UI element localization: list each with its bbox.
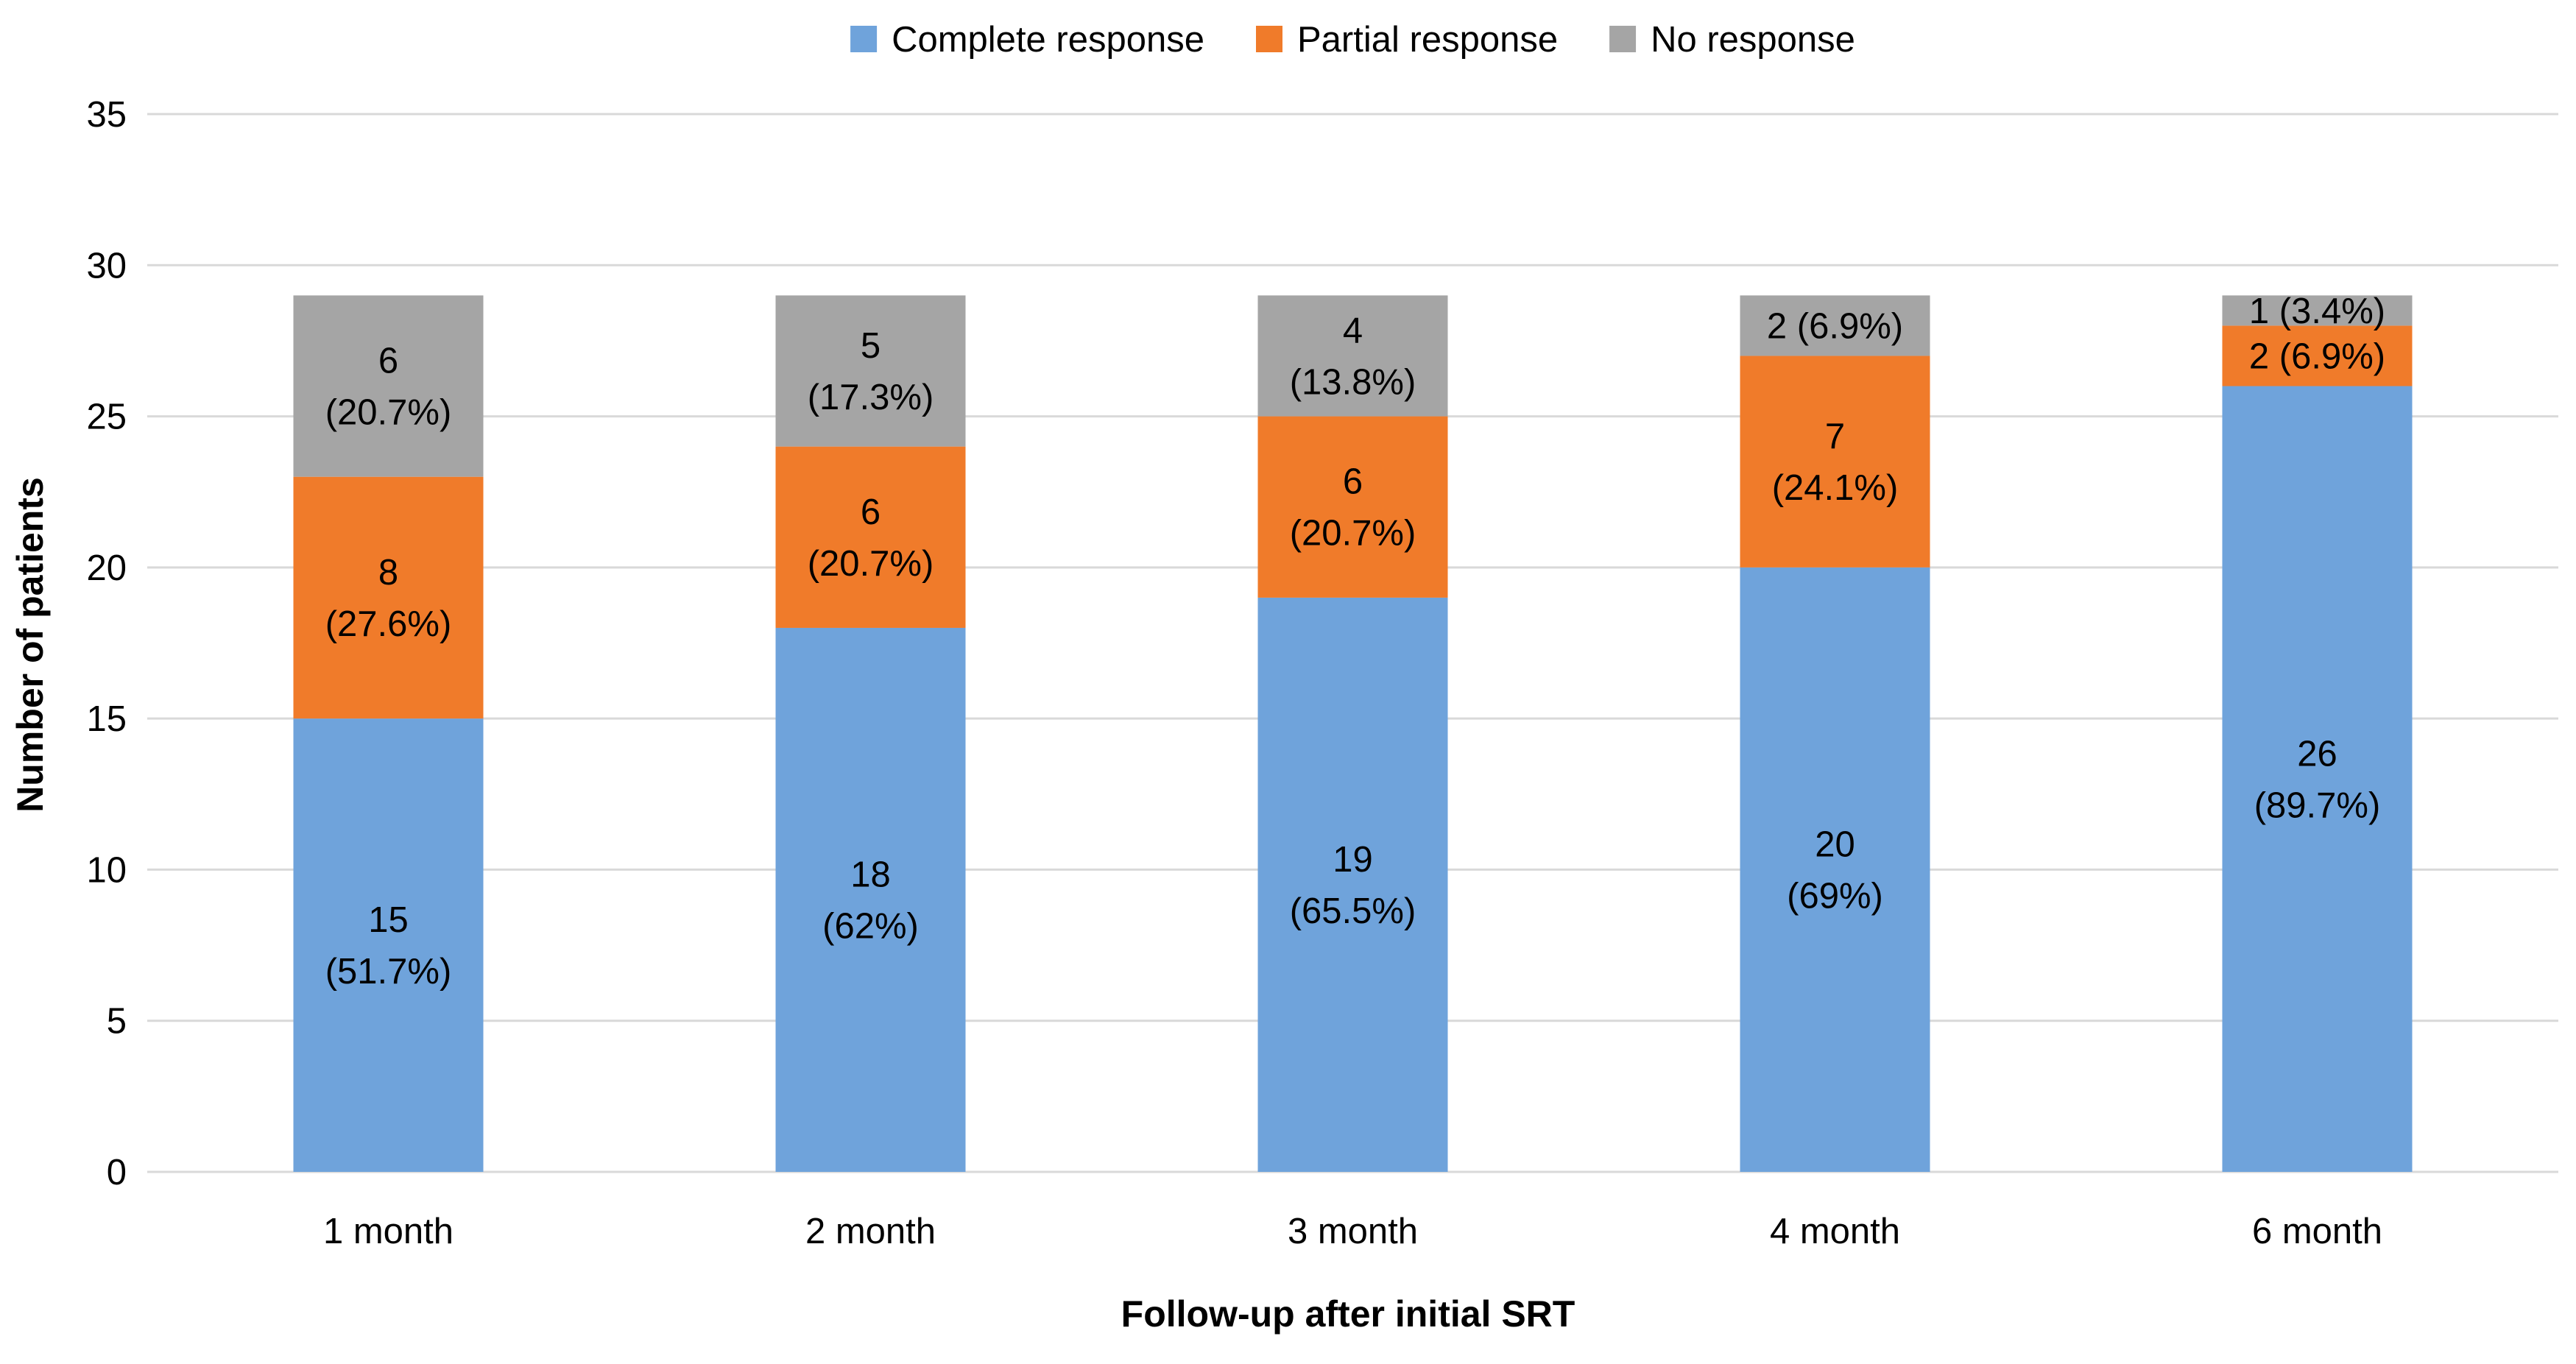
bar-partial-response-1-month [293,476,484,719]
y-axis-title: Number of patients [10,477,51,813]
x-axis-title: Follow-up after initial SRT [1121,1293,1575,1335]
data-label-complete-response-2-month: 18 [850,855,891,894]
bar-complete-response-3-month [1257,597,1448,1172]
data-label-partial-response-1-month: (27.6%) [325,604,452,644]
data-label-partial-response-3-month: (20.7%) [1290,514,1416,554]
y-axis: 0 5 10 15 20 25 30 35 [86,95,127,1192]
bar-partial-response-3-month [1257,416,1448,598]
data-label-no-response-3-month: 4 [1343,311,1363,350]
x-axis: 1 month 2 month 3 month 4 month 6 month [323,1212,2382,1251]
bar-partial-response-6-month [2222,325,2413,386]
data-label-partial-response-4-month: (24.1%) [1772,468,1899,508]
data-label-partial-response-4-month: 7 [1825,417,1845,456]
legend-swatch-partial-response [1256,26,1282,52]
data-label-no-response-3-month: (13.8%) [1290,362,1416,402]
data-label-partial-response-3-month: 6 [1343,462,1363,502]
data-label-complete-response-2-month: (62%) [822,906,919,946]
data-label-complete-response-3-month: 19 [1333,840,1373,880]
y-tick-label: 10 [86,850,127,890]
legend-swatch-complete-response [850,26,878,52]
x-tick-label-4-month: 4 month [1770,1212,1900,1251]
data-label-complete-response-3-month: (65.5%) [1290,891,1416,931]
data-label-complete-response-4-month: (69%) [1787,876,1883,916]
bar-no-response-6-month [2222,295,2413,326]
data-label-no-response-4-month: 2 (6.9%) [1767,306,1903,346]
data-label-complete-response-6-month: 26 [2297,734,2337,774]
data-label-complete-response-1-month: (51.7%) [325,952,452,992]
data-label-no-response-6-month: 1 (3.4%) [2249,291,2385,331]
y-tick-label: 20 [86,548,127,588]
bar-no-response-4-month [1740,295,1930,356]
bar-partial-response-2-month [775,446,966,628]
y-tick-label: 15 [86,699,127,739]
y-tick-label: 5 [107,1002,127,1042]
bar-no-response-3-month [1257,295,1448,417]
bars [293,295,2413,1172]
y-tick-label: 35 [86,95,127,135]
data-label-complete-response-6-month: (89.7%) [2254,785,2381,825]
legend: Complete response Partial response No resp… [850,20,1855,60]
legend-label-no-response: No response [1651,20,1855,60]
y-tick-label: 25 [86,397,127,437]
data-label-no-response-2-month: (17.3%) [808,378,934,417]
data-label-complete-response-4-month: 20 [1815,824,1855,864]
bar-no-response-1-month [293,295,484,477]
data-label-no-response-2-month: 5 [861,326,881,366]
bar-complete-response-2-month [775,627,966,1172]
data-label-no-response-1-month: (20.7%) [325,393,452,433]
bar-complete-response-4-month [1740,567,1930,1172]
data-label-partial-response-1-month: 8 [378,553,398,593]
legend-label-complete-response: Complete response [892,20,1204,60]
x-tick-label-2-month: 2 month [805,1212,936,1251]
x-tick-label-1-month: 1 month [323,1212,454,1251]
data-label-partial-response-6-month: 2 (6.9%) [2249,336,2385,376]
data-labels: 15 (51.7%) 8 (27.6%) 6 (20.7%) 18 (62%) 6 (20.7%)… [325,291,2385,992]
data-label-partial-response-2-month: 6 [861,492,881,532]
bar-complete-response-1-month [293,718,484,1172]
legend-swatch-no-response [1609,26,1637,52]
bar-partial-response-4-month [1740,356,1930,568]
y-tick-label: 30 [86,246,127,286]
data-label-no-response-1-month: 6 [378,342,398,381]
x-tick-label-3-month: 3 month [1288,1212,1418,1251]
x-tick-label-6-month: 6 month [2252,1212,2382,1251]
bar-complete-response-6-month [2222,386,2413,1172]
y-tick-label: 0 [107,1153,127,1192]
data-label-partial-response-2-month: (20.7%) [808,544,934,584]
legend-label-partial-response: Partial response [1297,20,1558,60]
data-label-complete-response-1-month: 15 [368,900,409,940]
bar-no-response-2-month [775,295,966,447]
